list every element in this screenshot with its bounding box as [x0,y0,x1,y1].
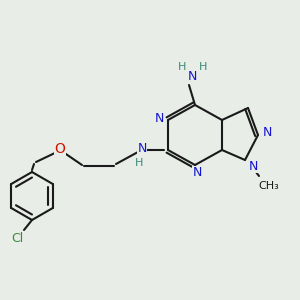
Text: N: N [187,70,197,83]
Text: N: N [137,142,147,155]
Text: N: N [192,167,202,179]
Text: Cl: Cl [11,232,23,244]
Text: O: O [55,142,65,156]
Text: CH₃: CH₃ [259,181,279,191]
Text: N: N [248,160,258,172]
Text: H: H [135,158,143,168]
Text: N: N [262,127,272,140]
Text: H: H [178,62,186,72]
Text: H: H [199,62,207,72]
Text: N: N [154,112,164,124]
